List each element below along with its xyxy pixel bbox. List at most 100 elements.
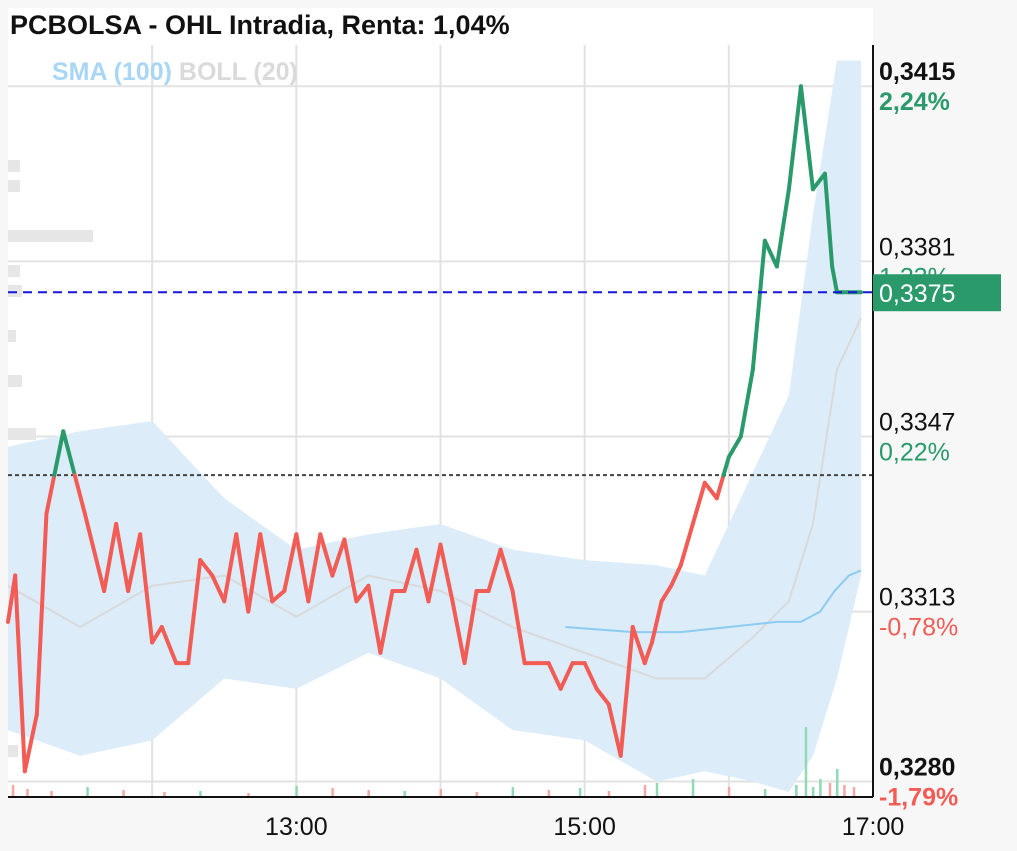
volume-profile-bar bbox=[8, 428, 36, 440]
price-segment bbox=[438, 542, 455, 604]
y-tick-label: 0,3415 bbox=[879, 58, 956, 86]
last-price-label: 0,3375 bbox=[879, 280, 955, 308]
price-segment bbox=[762, 238, 779, 269]
price-segment bbox=[546, 661, 563, 691]
volume-bar bbox=[86, 787, 89, 797]
price-segment bbox=[714, 473, 726, 501]
x-tick-label: 15:00 bbox=[553, 813, 616, 841]
volume-bar bbox=[122, 790, 125, 797]
price-segment bbox=[186, 558, 203, 666]
volume-bar bbox=[199, 791, 202, 797]
price-segment bbox=[642, 640, 654, 666]
price-segment bbox=[582, 661, 599, 691]
price-segment bbox=[630, 625, 647, 666]
volume-bar bbox=[11, 785, 15, 797]
x-tick-label: 17:00 bbox=[842, 813, 905, 841]
price-segment bbox=[282, 532, 299, 593]
price-segment bbox=[306, 532, 323, 604]
volume-bar bbox=[763, 789, 767, 797]
volume-bar bbox=[852, 787, 856, 797]
price-segment bbox=[150, 625, 164, 645]
volume-profile-bar bbox=[8, 285, 22, 297]
price-segment bbox=[198, 558, 215, 578]
volume-bar bbox=[163, 792, 166, 797]
boll-middle-line bbox=[7, 317, 862, 680]
price-segment bbox=[210, 573, 227, 604]
price-segment bbox=[22, 712, 39, 774]
y-tick-pct-label: 0,22% bbox=[879, 438, 950, 466]
price-segment bbox=[378, 588, 395, 655]
chart-title: PCBOLSA - OHL Intradia, Renta: 1,04% bbox=[10, 10, 510, 40]
price-segment bbox=[82, 511, 107, 593]
volume-bar bbox=[511, 787, 515, 797]
volume-bar bbox=[578, 788, 582, 797]
price-segment bbox=[558, 661, 575, 691]
volume-profile-bar bbox=[8, 375, 22, 387]
price-segment bbox=[330, 537, 347, 578]
volume-bar bbox=[727, 787, 731, 797]
price-segment bbox=[798, 84, 815, 192]
y-tick-label: 0,3347 bbox=[879, 408, 955, 436]
y-tick-pct-label: -1,79% bbox=[879, 784, 958, 812]
y-tick-pct-label: -0,78% bbox=[879, 614, 958, 642]
price-segment bbox=[830, 264, 839, 295]
price-segment bbox=[138, 532, 155, 645]
volume-bar bbox=[843, 785, 846, 797]
price-segment bbox=[318, 532, 335, 578]
volume-profile-bar bbox=[8, 330, 16, 342]
price-segment bbox=[649, 599, 664, 645]
price-segment bbox=[414, 547, 431, 604]
price-segment bbox=[159, 625, 179, 666]
price-segment bbox=[13, 573, 27, 774]
volume-profile-bar bbox=[8, 745, 18, 757]
volume-profile-bar bbox=[8, 160, 20, 172]
price-segment bbox=[52, 429, 66, 478]
price-segment bbox=[246, 532, 263, 614]
volume-profile-bar bbox=[8, 265, 20, 277]
volume-bar bbox=[804, 727, 808, 797]
price-segment bbox=[426, 542, 443, 604]
volume-profile-bar bbox=[8, 230, 93, 242]
volume-bar bbox=[331, 788, 334, 797]
price-segment bbox=[721, 455, 731, 478]
volume-bar bbox=[691, 779, 695, 797]
price-segment bbox=[61, 429, 77, 478]
price-segment bbox=[354, 583, 371, 604]
price-segment bbox=[258, 532, 275, 604]
volume-bar bbox=[26, 789, 29, 797]
price-segment bbox=[102, 522, 119, 593]
price-segment bbox=[702, 480, 719, 501]
price-segment bbox=[72, 473, 87, 516]
price-segment bbox=[618, 625, 635, 758]
price-segment bbox=[822, 171, 835, 269]
volume-bar bbox=[367, 790, 370, 797]
boll-band bbox=[8, 60, 861, 792]
volume-bar bbox=[811, 787, 815, 797]
price-segment bbox=[402, 547, 419, 593]
price-segment bbox=[486, 547, 503, 593]
volume-bar bbox=[403, 791, 406, 797]
volume-bar bbox=[828, 783, 832, 797]
price-segment bbox=[738, 367, 755, 439]
price-segment bbox=[678, 522, 695, 568]
volume-bar bbox=[547, 790, 551, 797]
price-segment bbox=[462, 588, 479, 666]
price-segment bbox=[126, 532, 143, 593]
volume-bar bbox=[50, 791, 53, 797]
price-segment bbox=[498, 547, 515, 593]
price-segment bbox=[114, 522, 131, 593]
price-segment bbox=[270, 588, 287, 604]
volume-bar bbox=[247, 793, 250, 797]
price-segment bbox=[606, 702, 623, 758]
y-tick-label: 0,3280 bbox=[879, 754, 955, 782]
price-segment bbox=[510, 588, 527, 666]
price-segment bbox=[342, 537, 359, 604]
price-segment bbox=[659, 583, 674, 604]
volume-bar bbox=[475, 792, 479, 797]
volume-bar bbox=[819, 779, 822, 797]
price-segment bbox=[690, 480, 707, 527]
price-segment bbox=[726, 434, 743, 460]
price-segment bbox=[294, 532, 311, 604]
